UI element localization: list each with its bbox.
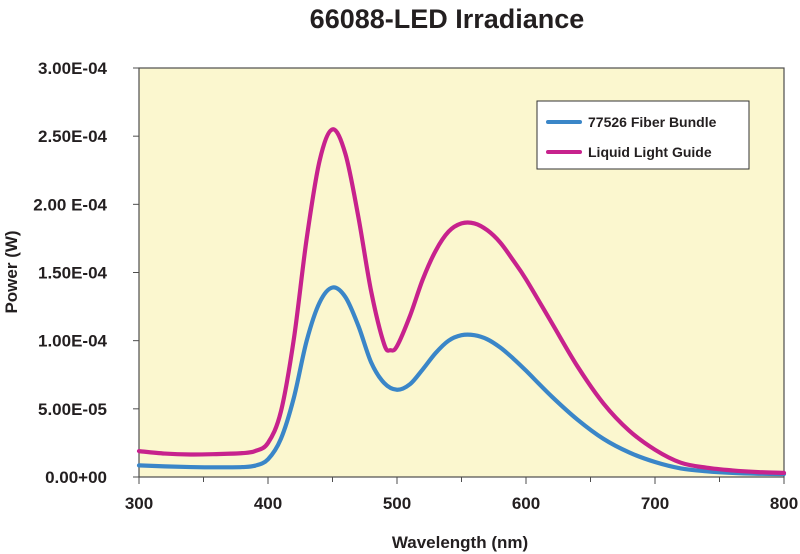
y-tick-label: 1.50E-04 [38,264,108,283]
y-axis-title: Power (W) [2,230,21,313]
x-tick-label: 400 [254,494,282,513]
legend: 77526 Fiber Bundle Liquid Light Guide [536,100,750,170]
series-line-liquid-light-guide [136,127,787,476]
x-tick-label: 700 [641,494,669,513]
x-axis: 300 400 500 600 700 800 [125,477,798,513]
y-tick-label: 2.50E-04 [38,127,108,146]
y-axis: 0.00+00 5.00E-05 1.00E-04 1.50E-04 2.00 E-04… [33,59,139,487]
x-tick-label: 300 [125,494,153,513]
y-tick-label: 3.00E-04 [38,59,108,78]
series-layer [136,127,787,477]
chart-title: 66088-LED Irradiance [310,4,585,34]
y-tick-label: 5.00E-05 [38,400,107,419]
y-tick-label: 1.00E-04 [38,332,108,351]
y-tick-label: 0.00+00 [45,468,107,487]
x-tick-label: 800 [770,494,798,513]
x-axis-title: Wavelength (nm) [392,533,528,552]
y-tick-label: 2.00 E-04 [33,195,107,214]
legend-label-fiber-bundle: 77526 Fiber Bundle [588,114,717,130]
series-line-fiber-bundle [136,285,787,477]
legend-label-liquid-light-guide: Liquid Light Guide [588,144,712,160]
x-tick-label: 500 [383,494,411,513]
x-tick-label: 600 [512,494,540,513]
legend-box [536,100,750,170]
